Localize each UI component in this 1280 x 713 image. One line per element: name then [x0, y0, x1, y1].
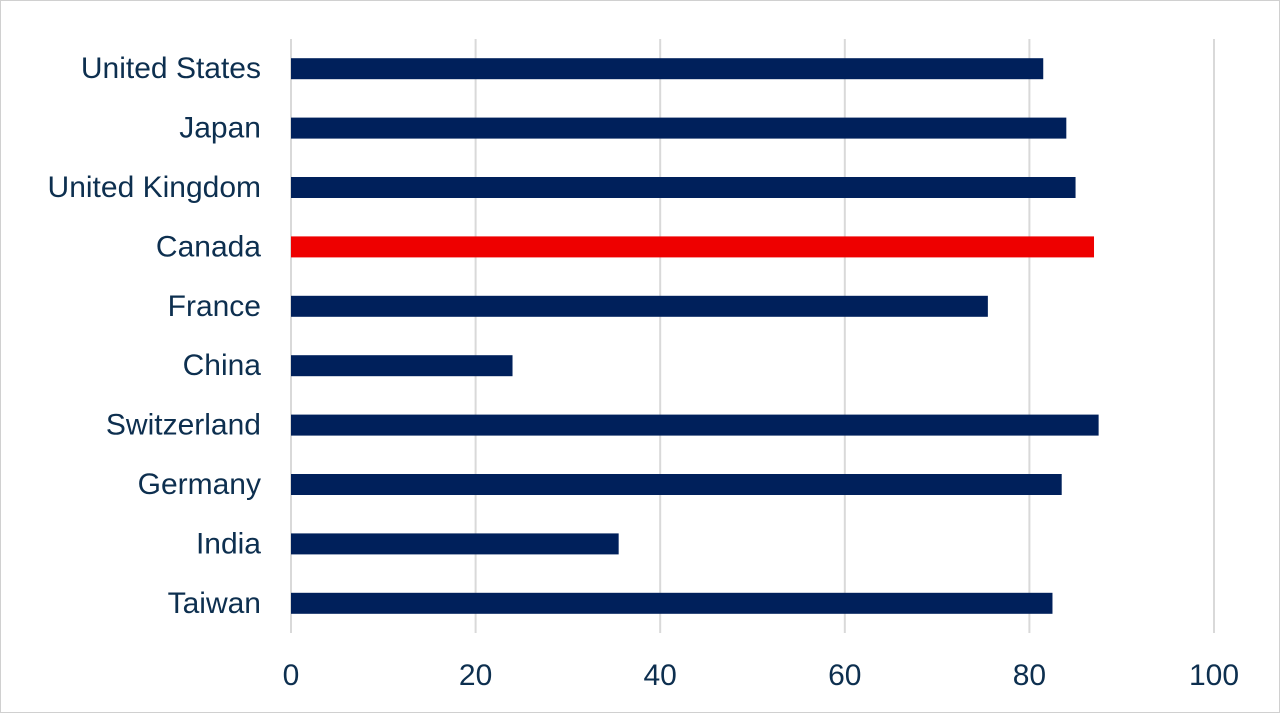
- bar: [291, 533, 619, 555]
- category-label: United States: [81, 52, 261, 85]
- bar: [291, 58, 1044, 80]
- x-tick-label: 100: [1189, 659, 1239, 692]
- x-tick-label: 80: [1013, 659, 1046, 692]
- category-label: India: [196, 527, 261, 560]
- x-tick-labels: 0 20 40 60 80 100: [283, 659, 1239, 692]
- bar: [291, 177, 1076, 198]
- bar: [291, 474, 1062, 495]
- bar-highlighted: [291, 236, 1095, 258]
- bars: [291, 58, 1099, 614]
- bar: [291, 414, 1099, 436]
- bar: [291, 355, 513, 377]
- category-label: China: [183, 349, 262, 382]
- category-labels: United States Japan United Kingdom Canada Fr…: [48, 52, 262, 620]
- category-label: Germany: [138, 468, 261, 501]
- x-tick-label: 20: [459, 659, 492, 692]
- x-tick-label: 40: [644, 659, 677, 692]
- x-tick-label: 0: [283, 659, 300, 692]
- bar: [291, 592, 1053, 614]
- bar: [291, 295, 988, 317]
- category-label: United Kingdom: [48, 171, 261, 204]
- category-label: France: [168, 290, 261, 323]
- category-label: Canada: [156, 230, 261, 263]
- x-tick-label: 60: [828, 659, 861, 692]
- category-label: Taiwan: [168, 587, 261, 620]
- category-label: Switzerland: [106, 409, 261, 442]
- category-label: Japan: [179, 112, 261, 145]
- bar: [291, 117, 1067, 139]
